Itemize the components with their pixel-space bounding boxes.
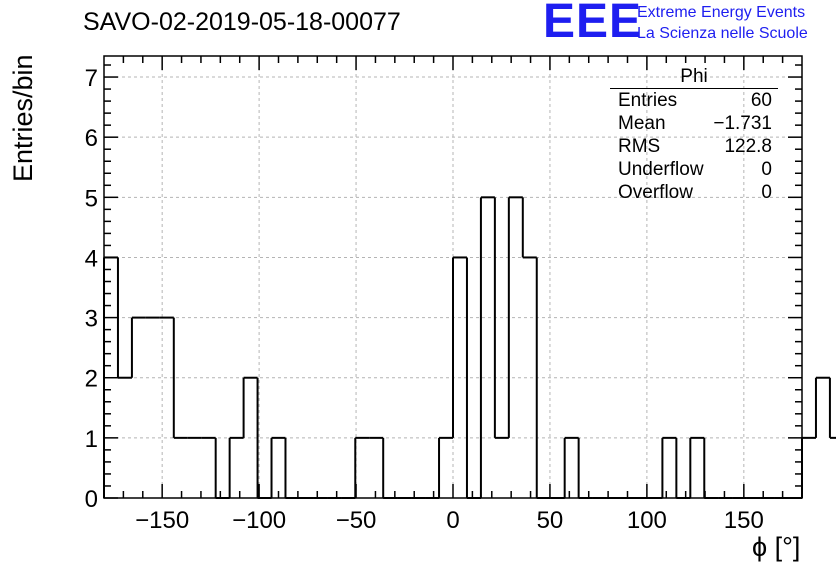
stats-row-underflow: Underflow 0 xyxy=(610,158,778,181)
stats-label: Entries xyxy=(618,90,678,111)
stats-row-overflow: Overflow 0 xyxy=(610,181,778,204)
x-tick-label: 50 xyxy=(537,507,564,534)
y-tick-label: 2 xyxy=(85,366,98,393)
x-tick-label: 100 xyxy=(627,507,667,534)
stats-value: 0 xyxy=(761,182,772,203)
stats-row-mean: Mean −1.731 xyxy=(610,112,778,135)
x-tick-label: 150 xyxy=(724,507,764,534)
histogram-bars xyxy=(103,196,836,499)
x-tick-label: −50 xyxy=(336,507,377,534)
stats-box: Phi Entries 60 Mean −1.731 RMS 122.8 Und… xyxy=(610,66,778,204)
stats-value: −1.731 xyxy=(713,113,772,134)
y-tick-label: 5 xyxy=(85,185,98,212)
y-tick-label: 4 xyxy=(85,245,98,272)
x-tick-label: −150 xyxy=(135,507,189,534)
stats-label: Underflow xyxy=(618,159,704,180)
y-tick-label: 7 xyxy=(85,65,98,92)
stats-row-rms: RMS 122.8 xyxy=(610,135,778,158)
y-axis-label: Entries/bin xyxy=(8,54,38,182)
stats-label: Overflow xyxy=(618,182,693,203)
stats-value: 0 xyxy=(761,159,772,180)
y-tick-label: 6 xyxy=(85,125,98,152)
y-tick-label: 3 xyxy=(85,306,98,333)
eee-logo: EEE xyxy=(543,0,643,48)
stats-value: 122.8 xyxy=(724,136,772,157)
y-tick-label: 0 xyxy=(85,486,98,513)
stats-value: 60 xyxy=(750,90,772,111)
stats-title: Phi xyxy=(610,66,778,89)
stats-label: RMS xyxy=(618,136,661,157)
chart-title: SAVO-02-2019-05-18-00077 xyxy=(83,8,401,36)
x-axis-label: ϕ [°] xyxy=(752,532,801,562)
tick-labels: −150 −100 −50 0 50 100 150 0 1 2 3 4 5 6 7 xyxy=(85,65,764,534)
logo-subtitle-line1: Extreme Energy Events xyxy=(637,4,806,21)
stats-row-entries: Entries 60 xyxy=(610,89,778,112)
axis-ticks xyxy=(104,56,802,499)
x-tick-label: 0 xyxy=(446,507,459,534)
stats-label: Mean xyxy=(618,113,666,134)
x-tick-label: −100 xyxy=(232,507,286,534)
y-tick-label: 1 xyxy=(85,426,98,453)
logo-subtitle-line2: La Scienza nelle Scuole xyxy=(637,25,808,42)
